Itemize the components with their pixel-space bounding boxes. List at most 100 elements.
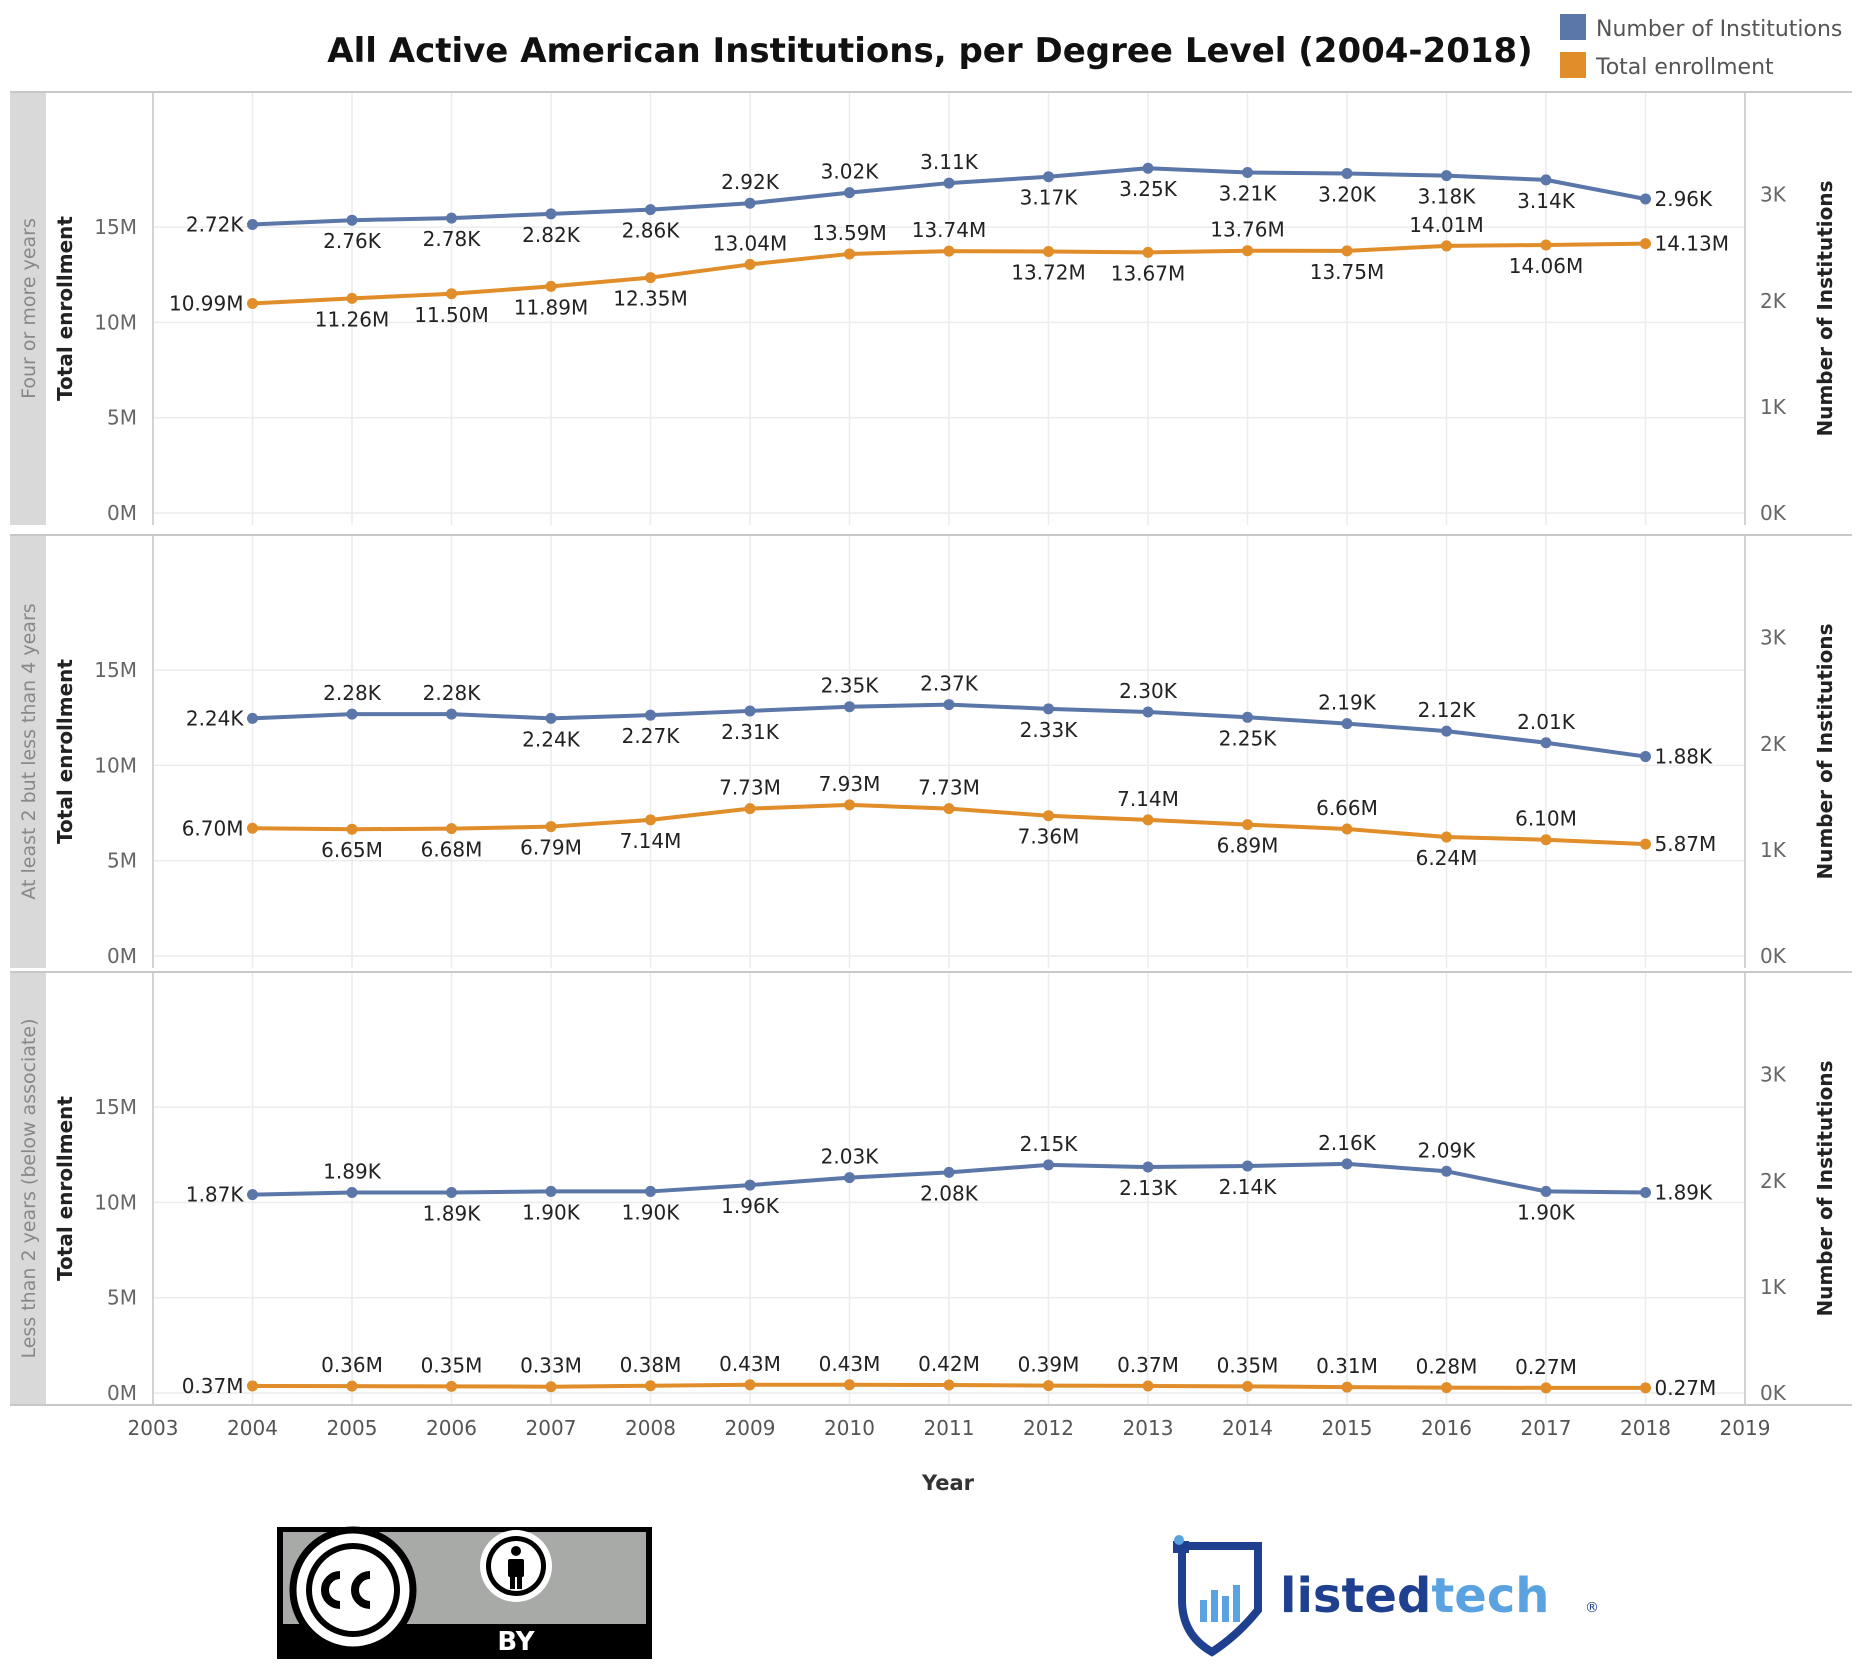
data-label: 6.79M	[520, 836, 582, 860]
right-tick-label: 1K	[1760, 838, 1787, 862]
data-point	[1242, 166, 1253, 178]
x-tick-label: 2019	[1720, 1416, 1771, 1440]
data-label: 14.13M	[1655, 232, 1730, 256]
x-tick-label: 2017	[1521, 1416, 1572, 1440]
data-point	[1043, 1380, 1054, 1392]
data-label: 6.89M	[1217, 834, 1279, 858]
data-point	[1441, 1165, 1452, 1177]
cc-by-badge: BY	[277, 1526, 652, 1659]
data-point	[1540, 239, 1552, 251]
data-label: 6.66M	[1316, 796, 1378, 820]
data-label: 13.74M	[912, 218, 987, 242]
data-point	[1341, 168, 1353, 180]
data-label: 2.12K	[1418, 698, 1477, 722]
data-point	[545, 821, 557, 833]
data-point	[545, 1381, 557, 1393]
series-institutions: 2.72K 2.76K 2.78K 2.82K 2.86K 2.92K 3.02K 3.11K…	[186, 150, 1713, 253]
right-axis-title: Number of Institutions	[1813, 623, 1837, 879]
data-label: 2.14K	[1219, 1175, 1278, 1199]
left-tick-label: 10M	[94, 1190, 137, 1214]
data-label: 2.76K	[323, 229, 382, 253]
data-label: 7.73M	[719, 776, 781, 800]
left-axis-title: Total enrollment	[53, 659, 77, 844]
data-label: 1.89K	[423, 1201, 482, 1225]
data-label: 3.25K	[1119, 177, 1178, 201]
data-point	[1441, 240, 1452, 252]
panel-3: Less than 2 years (below associate) 0M 5M 1…	[10, 971, 1852, 1405]
data-label: 1.89K	[1655, 1180, 1714, 1204]
right-tick-label: 0K	[1760, 501, 1787, 525]
data-label: 1.90K	[1517, 1200, 1576, 1224]
left-tick-label: 0M	[107, 1381, 137, 1405]
data-point	[943, 177, 955, 189]
data-point	[1142, 1380, 1154, 1392]
right-tick-label: 2K	[1760, 732, 1787, 756]
x-axis: 2003 2004 2005 2006 2007 2008 2009 2010 2011 2012…	[10, 1404, 1852, 1440]
data-label: 0.39M	[1018, 1353, 1080, 1377]
cc-icon	[289, 1526, 417, 1654]
data-point	[1640, 751, 1651, 763]
data-label: 2.28K	[423, 681, 482, 705]
data-point	[744, 197, 756, 209]
data-label: 3.17K	[1020, 186, 1079, 210]
data-label: 7.14M	[620, 829, 682, 853]
data-point	[1043, 1159, 1054, 1171]
left-tick-label: 5M	[107, 849, 137, 873]
left-axis-title: Total enrollment	[53, 1096, 77, 1281]
data-point	[247, 1189, 258, 1201]
right-tick-label: 2K	[1760, 1169, 1787, 1193]
x-tick-label: 2009	[725, 1416, 776, 1440]
x-tick-label: 2012	[1023, 1416, 1074, 1440]
data-label: 12.35M	[613, 287, 688, 311]
data-point	[1341, 1381, 1353, 1393]
x-tick-label: 2007	[526, 1416, 577, 1440]
data-point	[1043, 703, 1054, 715]
data-label: 2.27K	[622, 724, 681, 748]
data-point	[943, 1166, 955, 1178]
data-label: 1.89K	[323, 1159, 382, 1183]
right-tick-label: 0K	[1760, 944, 1787, 968]
legend-label-enrollment: Total enrollment	[1595, 55, 1774, 80]
data-point	[247, 712, 258, 724]
data-label: 0.27M	[1515, 1355, 1577, 1379]
data-label: 6.10M	[1515, 807, 1577, 831]
data-point	[844, 248, 855, 260]
data-point	[1341, 245, 1353, 257]
data-point	[545, 1185, 557, 1197]
right-tick-label: 1K	[1760, 1275, 1787, 1299]
data-point	[1043, 810, 1054, 822]
x-axis-title: Year	[921, 1471, 975, 1495]
data-label: 0.37M	[1117, 1353, 1179, 1377]
data-label: 5.87M	[1655, 832, 1717, 856]
panels: Four or more years 0M 5M 10M 15M 0K 1K 2K 3K Tota…	[10, 91, 1852, 1405]
data-point	[844, 1379, 855, 1391]
left-tick-label: 10M	[94, 753, 137, 777]
data-point	[645, 272, 656, 284]
data-point	[446, 1186, 457, 1198]
x-tick-label: 2014	[1222, 1416, 1273, 1440]
right-tick-label: 3K	[1760, 626, 1787, 650]
x-tick-label: 2008	[625, 1416, 676, 1440]
data-label: 0.27M	[1655, 1376, 1717, 1400]
data-point	[247, 1380, 258, 1392]
data-label: 0.28M	[1416, 1355, 1478, 1379]
listedtech-logo: listedtech ®	[1173, 1535, 1599, 1657]
data-label: 14.01M	[1409, 213, 1484, 237]
data-point	[1142, 1161, 1154, 1173]
data-point	[645, 1185, 656, 1197]
row-label-band	[10, 535, 46, 968]
data-label: 11.50M	[414, 303, 489, 327]
left-tick-label: 5M	[107, 406, 137, 430]
data-point	[545, 280, 557, 292]
data-point	[1441, 170, 1452, 182]
panel-1: Four or more years 0M 5M 10M 15M 0K 1K 2K 3K Tota…	[10, 91, 1852, 525]
left-tick-label: 15M	[94, 658, 137, 682]
data-point	[346, 823, 358, 835]
series-enrollment: 10.99M 11.26M 11.50M 11.89M 12.35M 13.04M 13.5…	[169, 213, 1729, 331]
left-tick-label: 10M	[94, 310, 137, 334]
data-label: 3.18K	[1418, 185, 1477, 209]
right-tick-label: 0K	[1760, 1381, 1787, 1405]
data-label: 13.59M	[812, 221, 887, 245]
data-point	[346, 1380, 358, 1392]
data-point	[1441, 831, 1452, 843]
